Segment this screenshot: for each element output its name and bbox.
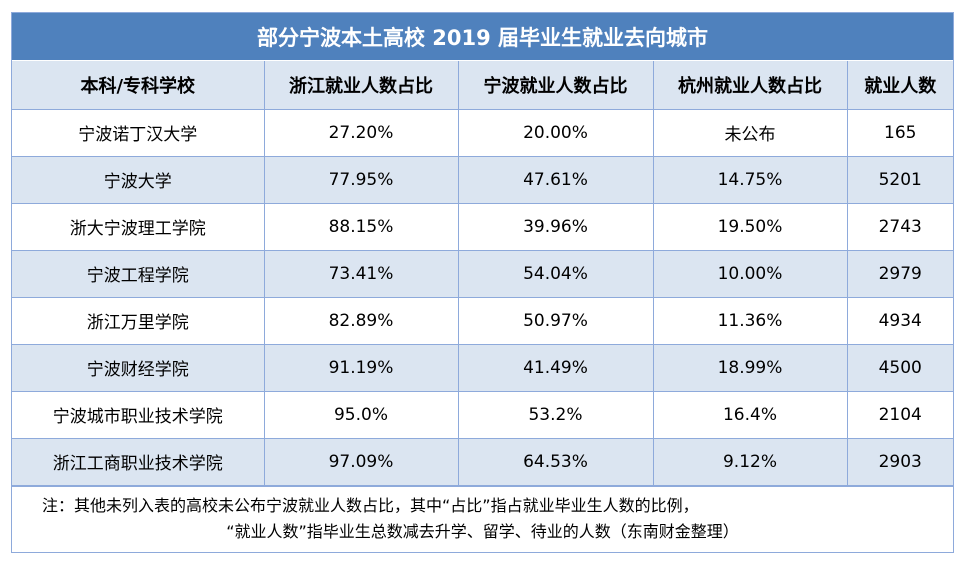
cell-hangzhou-share: 9.12%: [652, 437, 848, 486]
table-title: 部分宁波本土高校 2019 届毕业生就业去向城市: [12, 13, 953, 61]
table-row: 宁波大学 77.95% 47.61% 14.75% 5201: [12, 155, 953, 204]
cell-school: 浙江万里学院: [12, 296, 265, 345]
table-row: 浙江工商职业技术学院 97.09% 64.53% 9.12% 2903: [12, 437, 953, 486]
employment-table: 本科/专科学校 浙江就业人数占比 宁波就业人数占比 杭州就业人数占比 就业人数 …: [12, 61, 953, 486]
cell-school: 宁波财经学院: [12, 343, 265, 392]
cell-ningbo-share: 54.04%: [457, 249, 654, 298]
table-row: 宁波诺丁汉大学 27.20% 20.00% 未公布 165: [12, 108, 953, 157]
cell-hangzhou-share: 16.4%: [652, 390, 848, 439]
cell-zhejiang-share: 73.41%: [263, 249, 459, 298]
cell-zhejiang-share: 97.09%: [263, 437, 459, 486]
header-employed-count: 就业人数: [846, 61, 953, 110]
cell-school: 宁波大学: [12, 155, 265, 204]
cell-hangzhou-share: 19.50%: [652, 202, 848, 251]
header-zhejiang-share: 浙江就业人数占比: [263, 61, 459, 110]
cell-zhejiang-share: 82.89%: [263, 296, 459, 345]
cell-zhejiang-share: 77.95%: [263, 155, 459, 204]
table-row: 浙江万里学院 82.89% 50.97% 11.36% 4934: [12, 296, 953, 345]
cell-ningbo-share: 41.49%: [457, 343, 654, 392]
cell-employed-count: 2903: [846, 437, 953, 486]
header-school: 本科/专科学校: [12, 61, 265, 110]
footnote-line-1: 注：其他未列入表的高校未公布宁波就业人数占比，其中“占比”指占就业毕业生人数的比…: [42, 495, 699, 515]
cell-ningbo-share: 50.97%: [457, 296, 654, 345]
cell-ningbo-share: 47.61%: [457, 155, 654, 204]
cell-school: 宁波诺丁汉大学: [12, 108, 265, 157]
employment-table-card: 部分宁波本土高校 2019 届毕业生就业去向城市 本科/专科学校 浙江就业人数占…: [11, 12, 954, 553]
cell-employed-count: 5201: [846, 155, 953, 204]
table-row: 宁波财经学院 91.19% 41.49% 18.99% 4500: [12, 343, 953, 392]
cell-hangzhou-share: 18.99%: [652, 343, 848, 392]
cell-zhejiang-share: 95.0%: [263, 390, 459, 439]
table-row: 宁波工程学院 73.41% 54.04% 10.00% 2979: [12, 249, 953, 298]
cell-hangzhou-share: 未公布: [652, 108, 848, 157]
table-row: 浙大宁波理工学院 88.15% 39.96% 19.50% 2743: [12, 202, 953, 251]
cell-employed-count: 4934: [846, 296, 953, 345]
cell-zhejiang-share: 91.19%: [263, 343, 459, 392]
cell-school: 浙江工商职业技术学院: [12, 437, 265, 486]
cell-hangzhou-share: 10.00%: [652, 249, 848, 298]
cell-ningbo-share: 20.00%: [457, 108, 654, 157]
header-ningbo-share: 宁波就业人数占比: [457, 61, 654, 110]
footnote-line-2: “就业人数”指毕业生总数减去升学、留学、待业的人数（东南财金整理）: [226, 521, 739, 541]
cell-employed-count: 2104: [846, 390, 953, 439]
cell-hangzhou-share: 14.75%: [652, 155, 848, 204]
cell-school: 宁波工程学院: [12, 249, 265, 298]
cell-school: 浙大宁波理工学院: [12, 202, 265, 251]
cell-employed-count: 2743: [846, 202, 953, 251]
cell-zhejiang-share: 88.15%: [263, 202, 459, 251]
cell-employed-count: 4500: [846, 343, 953, 392]
cell-hangzhou-share: 11.36%: [652, 296, 848, 345]
footnote: 注：其他未列入表的高校未公布宁波就业人数占比，其中“占比”指占就业毕业生人数的比…: [12, 485, 953, 548]
header-row: 本科/专科学校 浙江就业人数占比 宁波就业人数占比 杭州就业人数占比 就业人数: [12, 61, 953, 110]
table-row: 宁波城市职业技术学院 95.0% 53.2% 16.4% 2104: [12, 390, 953, 439]
header-hangzhou-share: 杭州就业人数占比: [652, 61, 848, 110]
cell-zhejiang-share: 27.20%: [263, 108, 459, 157]
cell-ningbo-share: 53.2%: [457, 390, 654, 439]
cell-ningbo-share: 64.53%: [457, 437, 654, 486]
cell-employed-count: 2979: [846, 249, 953, 298]
cell-ningbo-share: 39.96%: [457, 202, 654, 251]
cell-employed-count: 165: [846, 108, 953, 157]
cell-school: 宁波城市职业技术学院: [12, 390, 265, 439]
